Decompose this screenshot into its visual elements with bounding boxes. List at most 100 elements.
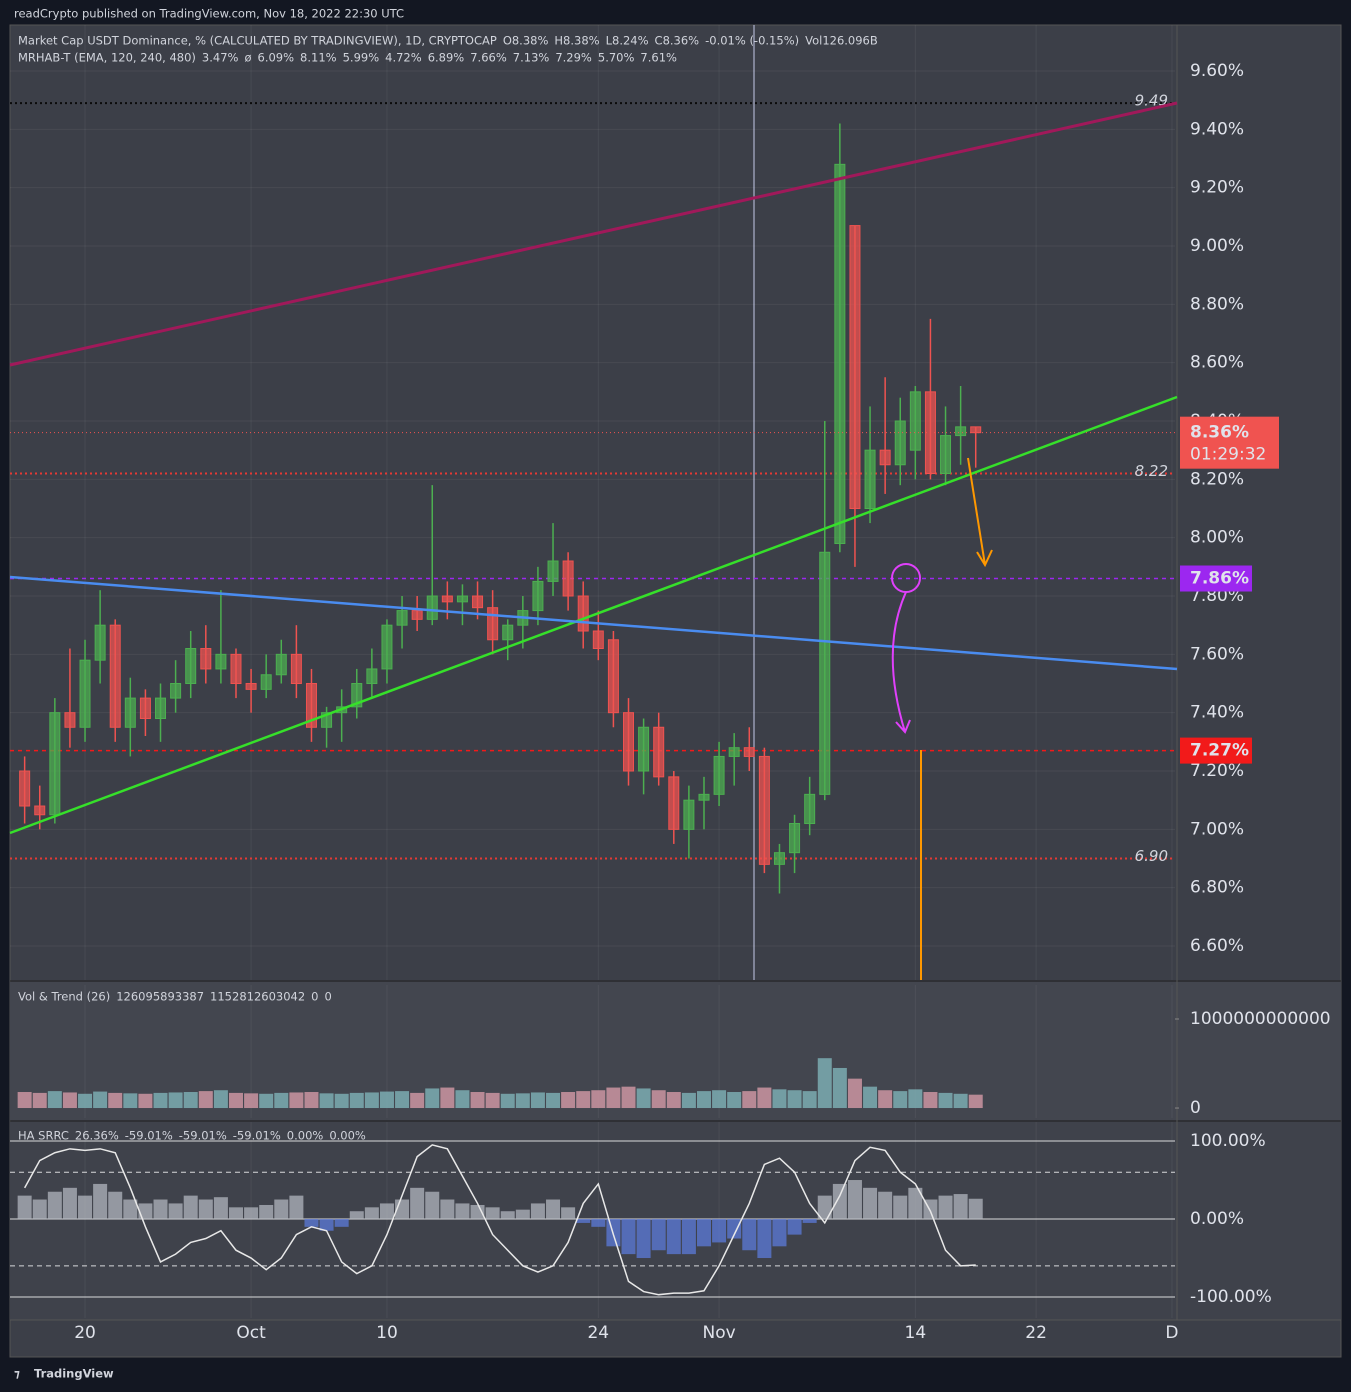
volume-bar [198,1091,213,1109]
histogram-bar [561,1207,576,1220]
candle-body [155,697,167,720]
last-price-badge [1180,416,1279,469]
volume-bar [530,1092,545,1109]
volume-bar [395,1091,410,1109]
histogram-bar [198,1199,213,1220]
histogram-bar [681,1219,696,1255]
histogram-bar [213,1197,228,1220]
candle-body [879,449,891,466]
volume-bar [228,1092,243,1109]
publish-info: readCrypto published on TradingView.com,… [14,7,404,21]
legend-text: L8.24% [606,34,649,48]
histogram-bar [878,1191,893,1220]
volume-bar [546,1092,561,1109]
volume-bar [17,1092,32,1109]
legend-text: HA SRRC [18,1129,69,1143]
histogram-bar [379,1203,394,1220]
volume-bar [621,1086,636,1109]
volume-bar [259,1093,274,1109]
price-badge [1180,565,1252,592]
histogram-bar [334,1219,349,1227]
histogram-bar [802,1219,817,1223]
legend-text: 6.89% [428,51,465,65]
histogram-bar [576,1219,591,1223]
legend-text: 6.09% [258,51,295,65]
candle-body [532,580,544,612]
volume-bar [319,1093,334,1109]
candle-body [170,683,182,699]
arrow [891,591,911,734]
volume-bar [802,1091,817,1109]
volume-bar [213,1090,228,1109]
histogram-bar [500,1211,515,1220]
candle-body [321,712,333,728]
y-tick-label: 6.60% [1190,936,1244,956]
histogram-bar [666,1219,681,1255]
candle-body [456,595,468,603]
candle-body [49,712,61,816]
legend-text: 126095893387 [116,990,204,1004]
volume-bar [138,1093,153,1109]
candle-body [607,639,619,714]
histogram-bar [319,1219,334,1231]
candle-body [592,630,604,650]
candle-body [245,683,257,690]
volume-bar [832,1067,847,1109]
logo-mark: ⁊ [14,1367,20,1381]
legend-text: 8.11% [300,51,337,65]
volume-bar [606,1087,621,1109]
oscillator-line [23,1144,976,1296]
histogram-bar [651,1219,666,1251]
candle-body [139,697,151,720]
candle-body [79,659,91,728]
volume-bar [32,1092,47,1109]
candle-body [562,560,574,597]
histogram-bar [817,1195,832,1220]
histogram-bar [244,1207,259,1220]
x-tick-label: 10 [376,1323,398,1343]
candle-body [19,770,31,807]
legend-text: 4.72% [385,51,422,65]
volume-bar [757,1087,772,1109]
volume-bar [108,1092,123,1109]
histogram-bar [440,1199,455,1220]
histogram-bar [470,1204,485,1220]
legend-text: 5.70% [598,51,635,65]
y-tick-label: 7.40% [1190,703,1244,723]
legend-text: 0.00% [287,1129,324,1143]
volume-bar [470,1092,485,1109]
legend-text: Market Cap USDT Dominance, % (CALCULATED… [18,34,497,48]
trend-line [9,575,1178,671]
candle-body [290,653,302,685]
histogram-bar [259,1204,274,1220]
volume-bar [923,1092,938,1109]
volume-bar [591,1090,606,1109]
volume-bar [62,1092,77,1109]
volume-bar [289,1092,304,1109]
candle-body [909,391,921,451]
histogram-bar [183,1195,198,1220]
legend-text: 0 [311,990,318,1004]
y-tick-label: 9.40% [1190,119,1244,139]
candle-body [713,755,725,795]
candle-body [789,823,801,854]
volume-bar [712,1090,727,1109]
histogram-bar [78,1195,93,1220]
volume-bar [817,1058,832,1109]
volume-bar [742,1091,757,1109]
volume-bar [878,1090,893,1109]
legend-text: -59.01% [125,1129,173,1143]
histogram-bar [742,1219,757,1251]
legend-text: Vol & Trend (26) [18,990,110,1004]
histogram-bar [847,1180,862,1220]
legend-text: 26.36% [75,1129,119,1143]
legend-text: 7.29% [555,51,592,65]
histogram-bar [123,1199,138,1220]
histogram-bar [621,1219,636,1255]
volume-bar [500,1093,515,1109]
histogram-bar [364,1207,379,1220]
y-tick-label: 9.20% [1190,178,1244,198]
histogram-bar [727,1219,742,1239]
histogram-bar [349,1211,364,1220]
volume-bar [787,1090,802,1109]
